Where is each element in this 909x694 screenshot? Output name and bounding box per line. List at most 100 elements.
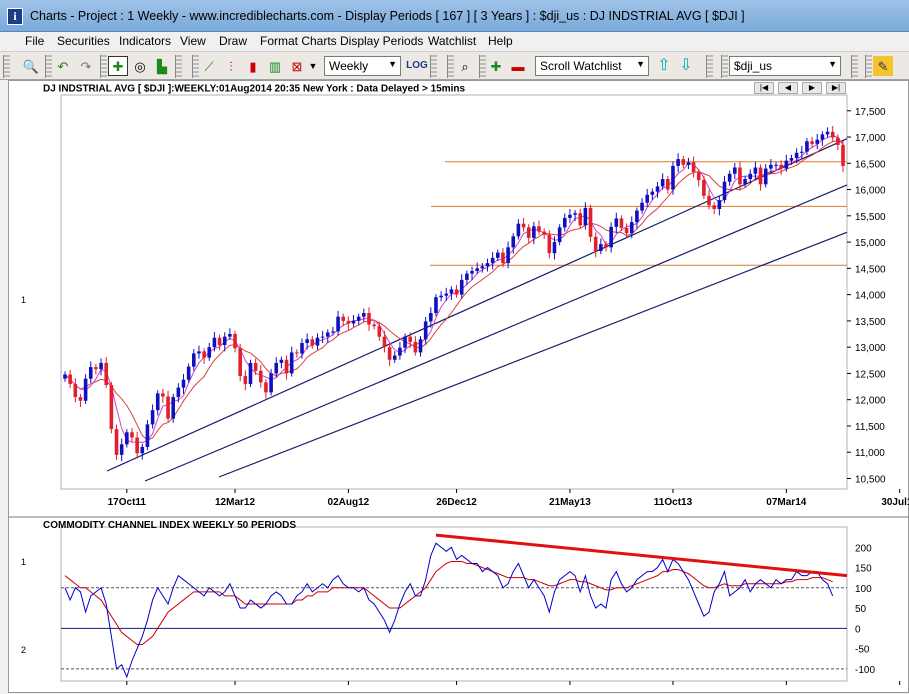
candle-body bbox=[789, 158, 794, 161]
candle-body bbox=[243, 376, 248, 384]
redo-icon[interactable]: ↷ bbox=[80, 58, 92, 74]
candle-body bbox=[578, 213, 583, 226]
chart-panel-icon[interactable]: ▙ bbox=[157, 58, 167, 74]
nav-last-icon[interactable]: ▶| bbox=[826, 82, 846, 94]
channel-line bbox=[218, 231, 848, 478]
candle-body bbox=[758, 167, 763, 185]
watchlist-select[interactable]: Scroll Watchlist ▼ bbox=[535, 56, 649, 76]
candle-body bbox=[727, 173, 732, 182]
chevron-down-icon: ▼ bbox=[828, 59, 837, 69]
cci-y-tick-label: 0 bbox=[855, 624, 861, 635]
cci-y-tick-label: 50 bbox=[855, 604, 867, 615]
cci-y-tick-label: 100 bbox=[855, 584, 872, 595]
menu-help[interactable]: Help bbox=[488, 34, 513, 48]
bar-chart-icon[interactable]: ⫶ bbox=[229, 58, 233, 74]
nav-prev-icon[interactable]: ◀ bbox=[778, 82, 798, 94]
toolbar-grip[interactable] bbox=[721, 55, 728, 78]
menu-draw[interactable]: Draw bbox=[219, 34, 248, 48]
menu-display-periods[interactable]: Display Periods bbox=[340, 34, 424, 48]
price-x-tick-label: 11Oct13 bbox=[654, 497, 693, 508]
candle-body bbox=[799, 151, 804, 153]
candle-body bbox=[305, 339, 309, 343]
security-search-icon[interactable]: ⌕ bbox=[461, 58, 469, 74]
candle-body bbox=[588, 207, 593, 237]
candle-body bbox=[356, 316, 361, 321]
candle-body bbox=[836, 137, 840, 145]
arrow-down-icon[interactable]: ⇩ bbox=[679, 57, 693, 74]
toolbar: 🔍 ↶ ↷ ✚ ◎ ▙ ⟋ ⫶ ▮ ▥ ⊠ ▼ Weekly ▼ LOG ⌕ ✚ … bbox=[0, 51, 909, 80]
crosshair-icon[interactable]: ✚ bbox=[108, 56, 128, 76]
toolbar-grip[interactable] bbox=[865, 55, 872, 78]
menu-file[interactable]: File bbox=[25, 34, 45, 48]
candle-body bbox=[794, 152, 799, 159]
log-scale-button[interactable]: LOG bbox=[406, 60, 428, 71]
remove-watchlist-icon[interactable]: ▬ bbox=[511, 58, 525, 74]
arrow-up-icon[interactable]: ⇧ bbox=[657, 57, 671, 74]
candle-body bbox=[346, 320, 351, 324]
price-plot-frame bbox=[60, 94, 848, 490]
menu-indicators[interactable]: Indicators bbox=[119, 34, 172, 48]
cci-pane-number-2: 2 bbox=[21, 645, 26, 655]
cci-pane: COMMODITY CHANNEL INDEX WEEKLY 50 PERIOD… bbox=[9, 516, 909, 685]
price-chart-title: DJ INDSTRIAL AVG [ $DJI ]:WEEKLY:01Aug20… bbox=[43, 84, 466, 95]
add-watchlist-icon[interactable]: ✚ bbox=[490, 58, 502, 74]
candle-body bbox=[439, 295, 443, 298]
point-figure-icon[interactable]: ⊠ bbox=[291, 58, 303, 74]
candle-body bbox=[99, 362, 103, 370]
chart-svg[interactable]: DJ INDSTRIAL AVG [ $DJI ]:WEEKLY:01Aug20… bbox=[9, 81, 909, 694]
chart-area[interactable]: DJ INDSTRIAL AVG [ $DJI ]:WEEKLY:01Aug20… bbox=[8, 80, 909, 693]
toolbar-grip[interactable] bbox=[192, 55, 199, 78]
candle-body bbox=[459, 279, 464, 295]
candle-body bbox=[392, 355, 397, 360]
line-chart-icon[interactable]: ⟋ bbox=[204, 58, 214, 74]
menu-view[interactable]: View bbox=[180, 34, 206, 48]
candle-body bbox=[454, 289, 459, 295]
menu-securities[interactable]: Securities bbox=[57, 34, 110, 48]
candle-body bbox=[264, 382, 268, 393]
candle-body bbox=[444, 293, 449, 296]
candle-body bbox=[202, 351, 206, 358]
candle-body bbox=[207, 347, 212, 358]
toolbar-grip[interactable] bbox=[447, 55, 454, 78]
candle-body bbox=[269, 373, 273, 393]
price-y-tick-label: 12,500 bbox=[855, 369, 886, 380]
cci-plot-frame bbox=[60, 526, 848, 682]
candle-body bbox=[614, 218, 619, 227]
candle-body bbox=[671, 165, 675, 190]
period-select[interactable]: Weekly ▼ bbox=[324, 56, 401, 76]
draw-tool-icon[interactable]: ✎ bbox=[873, 56, 893, 76]
price-ma-slow bbox=[64, 140, 844, 441]
security-select[interactable]: $dji_us ▼ bbox=[729, 56, 841, 76]
volume-chart-icon[interactable]: ▥ bbox=[268, 58, 282, 74]
candle-body bbox=[702, 180, 706, 196]
candle-body bbox=[490, 257, 495, 264]
price-pane-number: 1 bbox=[21, 295, 26, 305]
candle-body bbox=[73, 383, 78, 398]
zoom-icon[interactable]: 🔍 bbox=[22, 58, 40, 74]
chevron-down-icon: ▼ bbox=[388, 59, 397, 69]
chart-tooltip-icon[interactable]: ◎ bbox=[134, 58, 146, 74]
candle-body bbox=[655, 186, 660, 192]
price-x-tick-label: 02Aug12 bbox=[328, 497, 370, 508]
candle-body bbox=[609, 226, 613, 248]
toolbar-grip[interactable] bbox=[3, 55, 10, 78]
nav-first-icon[interactable]: |◀ bbox=[754, 82, 774, 94]
menu-format-charts[interactable]: Format Charts bbox=[260, 34, 337, 48]
candle-body bbox=[279, 359, 284, 363]
candle-body bbox=[63, 374, 67, 379]
candlestick-icon[interactable]: ▮ bbox=[249, 58, 257, 74]
candle-body bbox=[140, 446, 145, 454]
candle-body bbox=[398, 347, 402, 356]
candle-body bbox=[841, 144, 845, 166]
candle-body bbox=[238, 348, 242, 377]
candle-body bbox=[830, 131, 835, 138]
candle-body bbox=[351, 320, 356, 324]
nav-next-icon[interactable]: ▶ bbox=[802, 82, 822, 94]
candle-body bbox=[593, 236, 598, 252]
candle-body bbox=[743, 179, 747, 185]
menu-watchlist[interactable]: Watchlist bbox=[428, 34, 477, 48]
chart-type-dropdown-icon[interactable]: ▼ bbox=[308, 60, 318, 71]
candle-body bbox=[619, 218, 624, 228]
candle-body bbox=[475, 268, 479, 271]
undo-icon[interactable]: ↶ bbox=[57, 58, 69, 74]
